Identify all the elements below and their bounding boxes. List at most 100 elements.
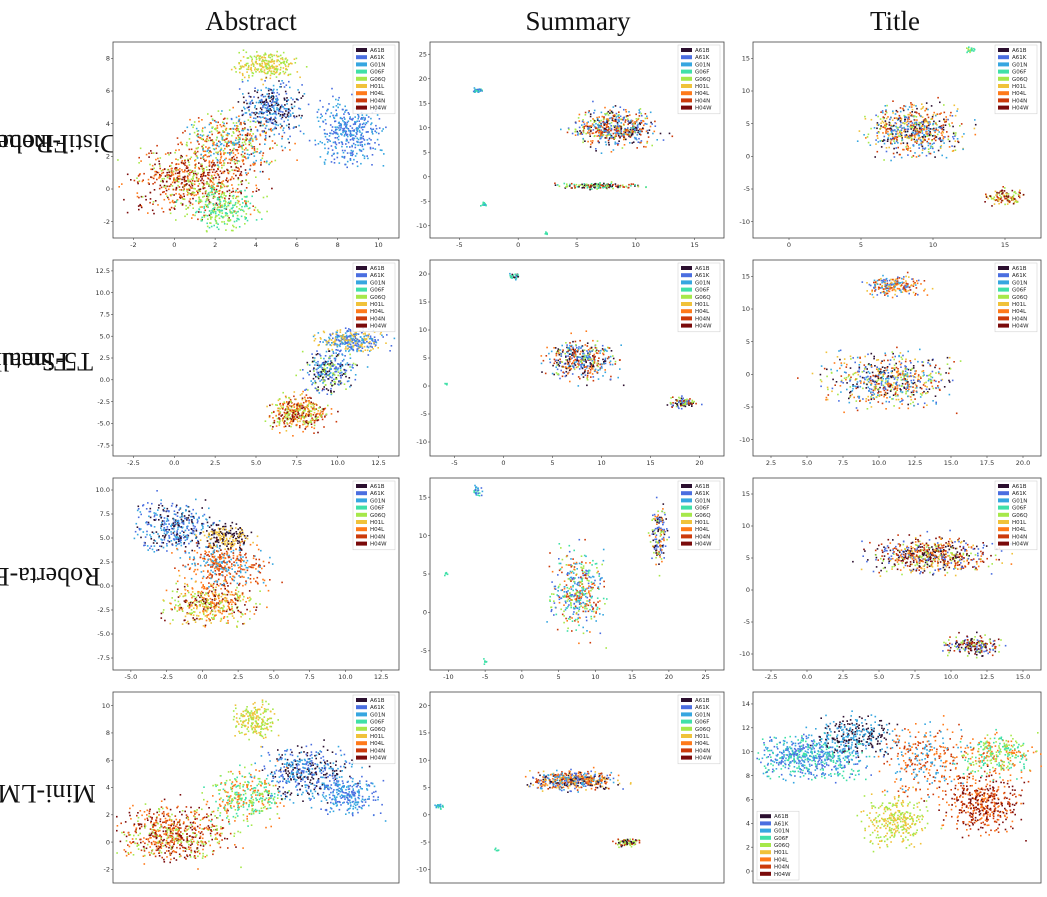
scatter-point — [381, 130, 383, 132]
scatter-point — [937, 129, 939, 132]
scatter-point — [910, 106, 913, 108]
scatter-point — [223, 185, 226, 188]
scatter-point — [183, 184, 186, 186]
scatter-point — [231, 143, 234, 146]
scatter-point — [174, 201, 176, 203]
scatter-point — [637, 185, 639, 188]
scatter-point — [245, 217, 247, 219]
scatter-point — [206, 225, 209, 228]
scatter-point — [330, 145, 333, 147]
scatter-point — [913, 133, 916, 136]
scatter-point — [1018, 191, 1021, 194]
scatter-point — [591, 132, 594, 135]
scatter-point — [246, 57, 249, 59]
scatter-point — [250, 70, 253, 72]
scatter-point — [909, 125, 912, 128]
scatter-point — [334, 141, 336, 143]
scatter-point — [321, 367, 323, 369]
scatter-point — [290, 425, 292, 428]
legend-swatch — [681, 76, 692, 81]
scatter-point — [293, 101, 296, 103]
scatter-point — [337, 371, 340, 373]
scatter-point — [634, 129, 636, 132]
scatter-points — [264, 327, 396, 437]
scatter-point — [213, 128, 216, 130]
scatter-point — [314, 364, 316, 366]
scatter-point — [254, 105, 256, 107]
scatter-point — [910, 113, 913, 116]
scatter-point — [345, 109, 348, 111]
scatter-point — [200, 218, 203, 221]
scatter-point — [137, 175, 140, 177]
scatter-point — [358, 129, 361, 132]
scatter-point — [218, 178, 220, 181]
scatter-point — [911, 137, 913, 140]
scatter-point — [593, 183, 595, 186]
scatter-point — [632, 125, 634, 127]
scatter-point — [638, 109, 640, 111]
scatter-point — [190, 148, 193, 151]
scatter-point — [232, 214, 234, 217]
scatter-point — [242, 49, 245, 51]
scatter-point — [191, 182, 194, 185]
scatter-point — [168, 177, 171, 180]
scatter-point — [237, 202, 239, 204]
scatter-point — [236, 188, 239, 190]
scatter-point — [370, 338, 372, 340]
scatter-point — [630, 134, 633, 137]
scatter-point — [268, 88, 271, 90]
scatter-point — [207, 195, 210, 198]
scatter-point — [206, 150, 208, 153]
scatter-point — [286, 419, 289, 421]
scatter-point — [287, 119, 289, 121]
scatter-point — [313, 405, 315, 408]
scatter-point — [601, 131, 603, 133]
scatter-point — [576, 186, 579, 188]
scatter-point — [261, 154, 264, 157]
scatter-point — [284, 108, 287, 110]
legend-swatch — [998, 105, 1009, 110]
scatter-point — [197, 117, 200, 119]
scatter-point — [927, 148, 930, 150]
scatter-point — [181, 169, 183, 171]
scatter-point — [997, 196, 999, 199]
scatter-point — [558, 185, 561, 188]
scatter-point — [355, 132, 358, 134]
legend-swatch — [681, 62, 692, 67]
y-tick-label: 15 — [419, 99, 427, 107]
scatter-point — [956, 108, 959, 110]
scatter-point — [205, 139, 207, 141]
scatter-point — [327, 147, 330, 150]
scatter-point — [273, 127, 276, 130]
scatter-point — [343, 127, 346, 130]
scatter-point — [164, 175, 167, 177]
scatter-point — [274, 123, 277, 126]
scatter-point — [373, 343, 375, 345]
scatter-point — [158, 187, 161, 190]
scatter-point — [249, 55, 252, 58]
scatter-point — [313, 421, 316, 424]
scatter-point — [284, 425, 287, 428]
scatter-point — [343, 155, 346, 158]
scatter-point — [324, 355, 327, 357]
scatter-point — [914, 141, 916, 143]
scatter-point — [207, 149, 209, 152]
scatter-point — [164, 187, 167, 190]
x-tick-label: 15 — [690, 241, 698, 249]
scatter-point — [949, 125, 951, 127]
scatter-point — [339, 123, 341, 125]
scatter-point — [260, 159, 262, 161]
scatter-point — [371, 164, 373, 166]
scatter-point — [253, 146, 256, 148]
scatter-point — [639, 128, 641, 130]
scatter-point — [173, 179, 175, 182]
scatter-point — [273, 112, 275, 115]
scatter-point — [632, 141, 635, 143]
scatter-point — [305, 413, 308, 415]
scatter-point — [264, 59, 267, 61]
scatter-point — [922, 123, 924, 126]
scatter-point — [354, 123, 357, 125]
scatter-point — [897, 133, 899, 135]
scatter-point — [1004, 187, 1006, 189]
scatter-point — [211, 193, 213, 196]
